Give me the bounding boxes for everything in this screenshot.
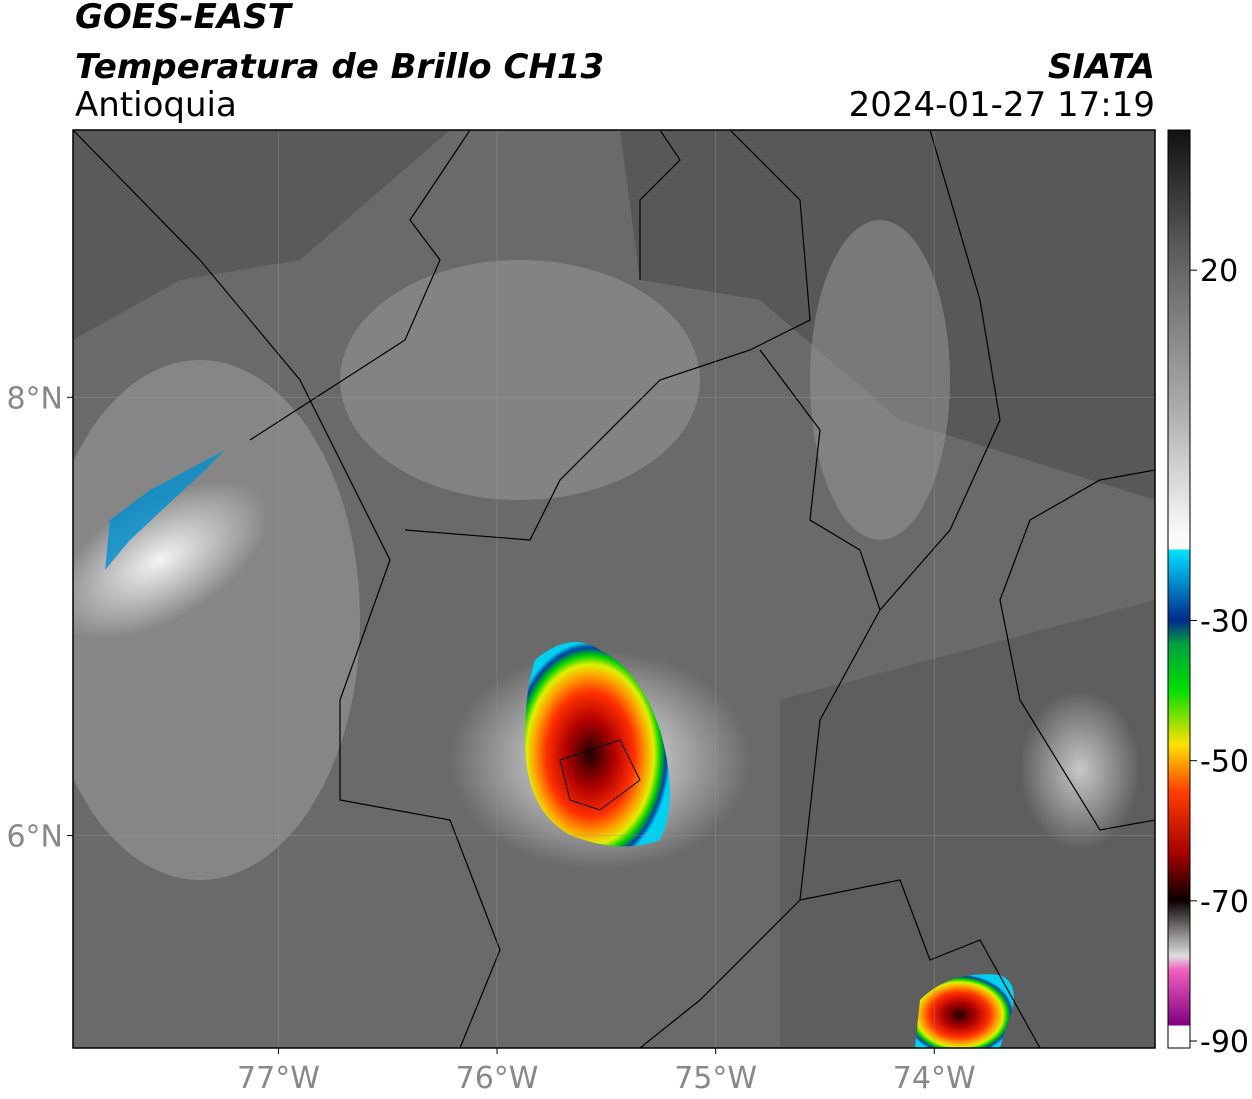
y-tick-label: 8°N — [6, 381, 63, 416]
subtitle: Temperatura de Brillo CH13 — [75, 47, 604, 87]
title: GOES-EAST — [75, 0, 294, 37]
colorbar-tick-label: -90 — [1200, 1025, 1249, 1060]
colorbar-tick-label: -70 — [1200, 885, 1249, 920]
datetime: 2024-01-27 17:19 — [849, 85, 1155, 125]
x-tick-label: 76°W — [456, 1061, 539, 1096]
map-grid — [73, 130, 1155, 1048]
x-tick-label: 77°W — [237, 1061, 320, 1096]
colorbar-tick-label: -30 — [1200, 605, 1249, 640]
colorbar-tick-label: -50 — [1200, 745, 1249, 780]
source: SIATA — [1048, 47, 1155, 87]
map-image — [73, 130, 1155, 1048]
region: Antioquia — [75, 85, 237, 125]
x-tick-label: 75°W — [674, 1061, 757, 1096]
colorbar — [1167, 129, 1191, 1049]
x-tick-label: 74°W — [893, 1061, 976, 1096]
map-frame — [72, 129, 1156, 1049]
colorbar-tick-label: 20 — [1200, 254, 1238, 289]
y-tick-label: 6°N — [6, 819, 63, 854]
